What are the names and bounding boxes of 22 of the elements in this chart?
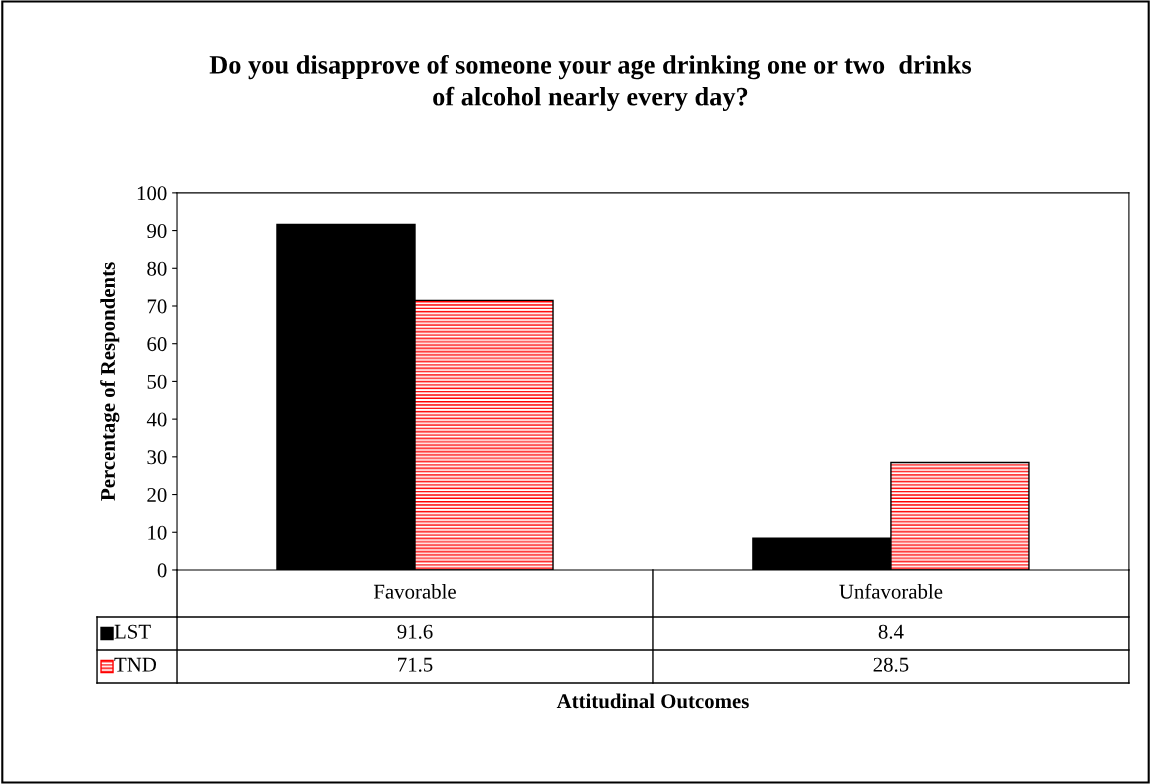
text: Attitudinal Outcomes [556, 693, 749, 709]
y-tick-label: 10 [148, 525, 167, 540]
y-tick-label: 20 [147, 487, 167, 502]
y-tick-label: 40 [146, 412, 167, 427]
y-tick-label: 60 [147, 337, 167, 352]
legend-label: LST [114, 624, 151, 639]
y-tick-label: 0 [157, 563, 167, 578]
data-label: 91.6 [397, 624, 433, 639]
y-tick-label: 100 [137, 186, 167, 201]
chart-title: Do you disapprove of someone your age drinking one or two drinks of alcohol nearly every day? [209, 54, 972, 111]
y-tick-label: 70 [147, 299, 167, 314]
y-tick-label: 50 [147, 374, 167, 389]
data-label: 8.4 [878, 624, 904, 639]
y-tick-label: 30 [147, 450, 167, 465]
x-tick-label: Favorable [373, 584, 456, 599]
data-label: 71.5 [398, 657, 433, 672]
y-tick-label: 90 [147, 223, 167, 239]
x-tick-label: Unfavorable [839, 583, 943, 599]
y-axis-title: Percentage of Respondents [100, 262, 120, 501]
y-tick-label: 80 [147, 261, 167, 276]
data-label: 28.5 [873, 657, 909, 672]
legend-label: TND [114, 657, 157, 672]
